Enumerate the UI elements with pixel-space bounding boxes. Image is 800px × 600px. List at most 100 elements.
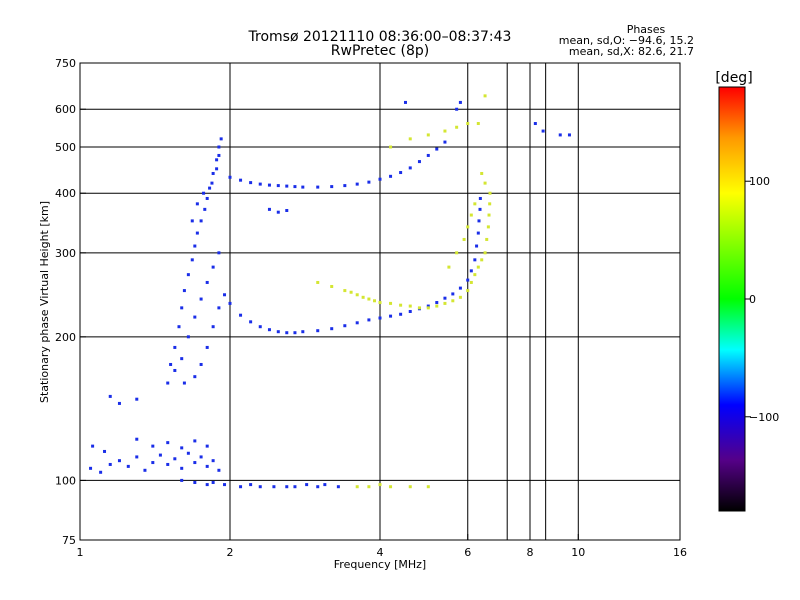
data-point-O	[217, 468, 221, 472]
data-point-O	[316, 185, 320, 189]
data-point-O	[367, 318, 371, 322]
y-tick-label: 100	[55, 474, 76, 487]
data-point-X	[488, 191, 492, 195]
data-point-O	[417, 160, 421, 164]
data-point-X	[330, 284, 334, 288]
colorbar-tick-label: 100	[749, 175, 770, 188]
data-point-O	[426, 153, 430, 157]
data-point-O	[330, 327, 334, 331]
data-point-O	[173, 457, 177, 461]
data-point-O	[135, 397, 139, 401]
y-tick-label: 500	[55, 141, 76, 154]
data-point-O	[249, 483, 253, 487]
data-point-O	[330, 185, 334, 189]
data-point-O	[211, 325, 215, 329]
data-point-X	[435, 304, 439, 308]
data-point-X	[462, 237, 466, 241]
data-point-O	[301, 185, 305, 189]
data-point-O	[267, 183, 271, 187]
data-point-O	[190, 219, 194, 223]
legend-title: Phases	[627, 23, 666, 36]
data-point-O	[180, 466, 184, 470]
data-point-O	[186, 451, 190, 455]
data-point-O	[215, 167, 219, 171]
data-point-O	[219, 137, 223, 141]
data-point-O	[389, 174, 393, 178]
x-tick-label: 8	[527, 546, 534, 559]
y-tick-label: 400	[55, 187, 76, 200]
y-tick-label: 750	[55, 57, 76, 70]
data-point-O	[195, 202, 199, 206]
data-point-O	[239, 485, 243, 489]
data-point-X	[316, 280, 320, 284]
data-point-X	[455, 251, 459, 255]
data-point-O	[182, 381, 186, 385]
data-point-O	[478, 207, 482, 211]
data-point-O	[203, 207, 207, 211]
data-point-X	[361, 295, 365, 299]
data-point-O	[126, 464, 130, 468]
data-point-O	[182, 289, 186, 293]
data-point-X	[469, 280, 473, 284]
data-point-O	[108, 462, 112, 466]
data-point-O	[443, 140, 447, 144]
data-point-O	[285, 331, 289, 335]
colorbar-label: [deg]	[715, 70, 752, 86]
data-point-O	[193, 244, 197, 248]
x-tick-label: 1	[77, 546, 84, 559]
x-tick-label: 2	[227, 546, 234, 559]
data-point-O	[408, 309, 412, 313]
data-point-O	[477, 219, 481, 223]
data-point-O	[193, 375, 197, 379]
x-axis: 1 2 4 6 8 10 16	[77, 534, 687, 559]
data-point-O	[166, 381, 170, 385]
data-point-O	[367, 180, 371, 184]
data-point-O	[117, 401, 121, 405]
data-point-X	[443, 301, 447, 305]
data-point-O	[195, 231, 199, 235]
data-point-O	[108, 394, 112, 398]
data-point-O	[199, 362, 203, 366]
data-point-O	[343, 324, 347, 328]
data-point-X	[373, 299, 377, 303]
data-point-X	[417, 306, 421, 310]
data-point-O	[458, 286, 462, 290]
data-point-O	[190, 258, 194, 262]
data-point-O	[533, 122, 537, 126]
data-point-O	[276, 184, 280, 188]
data-point-O	[378, 316, 382, 320]
data-point-O	[389, 314, 393, 318]
data-point-O	[173, 368, 177, 372]
data-point-O	[177, 325, 181, 329]
data-point-O	[169, 362, 173, 366]
data-point-O	[323, 483, 327, 487]
y-axis-label: Stationary phase Virtual Height [km]	[38, 201, 51, 403]
data-point-X	[408, 304, 412, 308]
data-point-O	[151, 444, 155, 448]
data-point-O	[451, 292, 455, 296]
x-tick-label: 6	[464, 546, 471, 559]
data-point-O	[276, 210, 280, 214]
data-point-O	[205, 444, 209, 448]
data-point-O	[455, 107, 459, 111]
data-point-X	[458, 295, 462, 299]
data-point-X	[343, 289, 347, 293]
data-point-X	[480, 258, 484, 262]
data-point-O	[478, 196, 482, 200]
data-point-X	[408, 137, 412, 141]
y-tick-label: 300	[55, 247, 76, 260]
y-tick-label: 75	[62, 534, 76, 547]
data-point-X	[466, 122, 470, 126]
data-point-O	[99, 470, 103, 474]
data-point-O	[336, 485, 340, 489]
x-axis-label: Frequency [MHz]	[334, 558, 426, 571]
data-point-O	[199, 455, 203, 459]
legend-line-o: mean, sd,O: −94.6, 15.2	[559, 34, 694, 47]
chart-title: Tromsø 20121110 08:36:00–08:37:43	[248, 29, 512, 45]
data-point-X	[443, 129, 447, 133]
data-point-X	[469, 213, 473, 217]
data-point-O	[217, 153, 221, 157]
data-point-O	[180, 357, 184, 361]
data-point-X	[486, 225, 490, 229]
